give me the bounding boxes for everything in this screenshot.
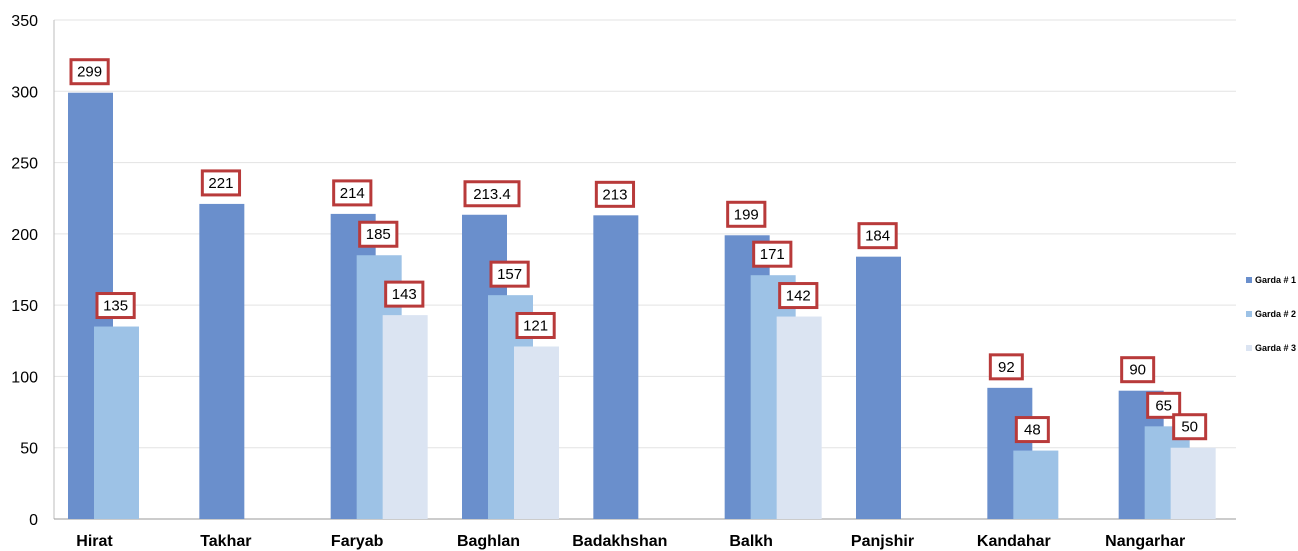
data-label-box	[988, 353, 1024, 381]
axes: 0 50 100 150 200 250 300 350 Hirat Takhar Faryab Ba…	[11, 13, 1236, 550]
y-tick-label: 150	[11, 298, 38, 315]
data-label-box	[95, 292, 136, 320]
data-label-box	[1014, 416, 1050, 444]
y-tick-label: 250	[11, 156, 38, 173]
data-label: 199	[734, 206, 759, 223]
data-label: 185	[366, 226, 391, 243]
data-label: 48	[1024, 422, 1041, 439]
data-label-box	[384, 280, 425, 308]
data-label-box	[515, 311, 556, 339]
bar	[514, 346, 559, 519]
x-tick-label: Balkh	[729, 533, 773, 550]
bar	[1013, 450, 1059, 519]
data-label-box	[594, 180, 636, 208]
legend-label: Garda # 2	[1255, 309, 1296, 319]
x-tick-label: Nangarhar	[1105, 533, 1185, 550]
data-label: 142	[786, 288, 811, 305]
data-label-box	[358, 220, 399, 248]
data-label: 213.4	[473, 186, 511, 203]
data-label-box	[332, 179, 373, 207]
data-label: 143	[392, 286, 417, 303]
x-tick-label: Takhar	[200, 533, 251, 550]
data-label: 157	[497, 266, 522, 283]
data-label: 299	[77, 64, 102, 81]
x-tick-label: Panjshir	[851, 533, 914, 550]
x-tick-label: Baghlan	[457, 533, 520, 550]
data-label: 171	[760, 246, 785, 263]
bar	[382, 315, 428, 519]
bar	[593, 215, 639, 519]
data-label-box	[726, 200, 767, 228]
x-tick-label: Faryab	[331, 533, 384, 550]
data-labels: 299 135 221 214 185 143 213.4 157 121 213 199 171 14…	[69, 58, 1208, 444]
y-tick-label: 200	[11, 227, 38, 244]
gridlines	[54, 19, 1236, 449]
legend-swatch	[1246, 345, 1252, 351]
data-label: 184	[865, 228, 890, 245]
y-tick-label: 50	[20, 441, 38, 458]
data-label-box	[463, 180, 521, 208]
bar	[856, 256, 901, 519]
bar	[199, 203, 245, 519]
data-label-box	[69, 58, 110, 86]
bar	[1170, 447, 1216, 519]
x-tick-label: Hirat	[76, 533, 113, 550]
data-label: 92	[998, 359, 1015, 376]
data-label-box	[778, 282, 819, 310]
y-tick-label: 0	[29, 512, 38, 529]
legend-label: Garda # 3	[1255, 343, 1296, 353]
data-label: 121	[523, 317, 548, 334]
data-label-box	[1120, 356, 1156, 384]
legend-swatch	[1246, 311, 1252, 317]
data-label: 135	[103, 298, 128, 315]
data-label: 213	[602, 186, 627, 203]
data-label: 50	[1181, 419, 1198, 436]
data-label: 65	[1155, 397, 1172, 414]
data-label-box	[1172, 413, 1208, 441]
bars	[68, 92, 1216, 520]
x-tick-label: Kandahar	[977, 533, 1051, 550]
legend-label: Garda # 1	[1255, 275, 1296, 285]
data-label: 214	[340, 185, 365, 202]
legend-swatch	[1246, 277, 1252, 283]
y-tick-label: 100	[11, 369, 38, 386]
data-label-box	[857, 222, 898, 250]
data-label-box	[489, 260, 530, 288]
data-label: 90	[1129, 362, 1146, 379]
data-label: 221	[208, 175, 233, 192]
legend: Garda # 1 Garda # 2 Garda # 3	[1246, 275, 1296, 353]
y-tick-label: 350	[11, 13, 38, 30]
bar	[94, 326, 139, 519]
data-label-box	[200, 169, 242, 197]
y-tick-label: 300	[11, 84, 38, 101]
data-label-box	[752, 240, 793, 268]
x-tick-label: Badakhshan	[572, 533, 667, 550]
bar	[776, 316, 822, 519]
